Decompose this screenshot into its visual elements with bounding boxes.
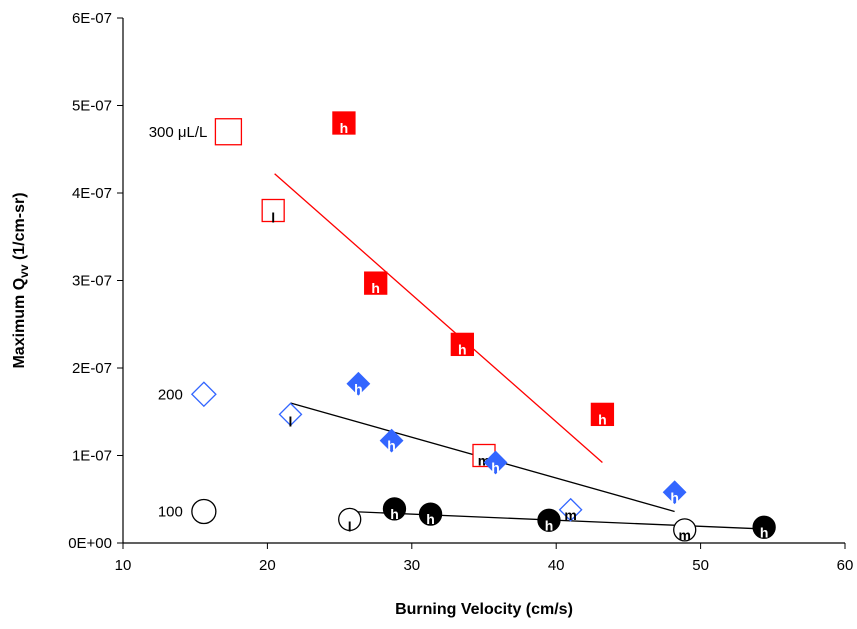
x-tick-label: 30 [403,557,420,574]
legend-marker-300 [214,118,243,146]
point-200-m [558,497,583,522]
point-200-l [278,402,303,427]
point-letter: h [426,511,435,527]
point-100-h [537,508,561,532]
point-letter: h [545,517,554,533]
point-100-h [382,497,407,521]
x-tick-label: 40 [548,557,565,574]
point-200-h [662,480,687,505]
legend-marker-100 [191,498,217,525]
fit-lines [274,173,765,530]
point-100-l [338,507,362,532]
point-300-l [261,198,285,223]
y-tick-label: 6E-07 [72,10,112,27]
point-200-h [483,450,508,475]
point-letter: h [371,280,380,296]
point-300-h [364,271,388,295]
axes: 0E+00 1E-07 2E-07 3E-07 4E-07 5E-07 6E-07 10 20 3… [68,10,853,574]
x-tick-label: 60 [837,557,854,574]
legend-marker-200 [190,381,217,408]
y-axis-title-unit: (1/cm-sr) [11,192,28,264]
y-tick-label: 3E-07 [72,273,112,290]
point-letter: h [458,341,467,357]
point-100-h [418,502,443,526]
y-tick-label: 0E+00 [68,535,112,552]
point-100-m [673,518,697,542]
point-letter: l [289,413,293,429]
x-tick-label: 20 [259,557,276,574]
y-tick-label: 1E-07 [72,448,112,465]
x-tick-label: 50 [692,557,709,574]
point-200-h [379,428,404,453]
point-letter: m [678,527,690,543]
point-300-h [590,402,615,427]
series-label-200: 200 [158,386,183,403]
point-letter: m [564,507,576,523]
y-axis-title-subscript: vv [17,264,31,278]
y-tick-label: 2E-07 [72,360,112,377]
fit-line-300 [274,173,603,463]
y-axis-title: Maximum Qvv (1/cm-sr) [11,192,31,368]
point-300-h [332,111,356,135]
point-letter: h [354,381,363,397]
point-200-h [346,371,371,396]
y-tick-label: 4E-07 [72,185,112,202]
point-letter: h [760,524,769,540]
point-letter: h [598,411,607,427]
point-letter: h [340,120,349,136]
point-letter: l [271,210,275,226]
point-letter: l [348,518,352,534]
series-label-300: 300 μL/L [149,124,208,141]
point-letter: h [387,438,396,454]
y-axis-title-main: Maximum Q [11,278,28,369]
point-300-h [450,332,474,357]
y-tick-label: 5E-07 [72,98,112,115]
point-letter: h [670,489,679,505]
x-axis-title: Burning Velocity (cm/s) [395,601,573,618]
point-letter: h [390,506,399,522]
series-labels: 300 μL/L 200 100 [149,118,243,525]
point-letter: h [491,460,500,476]
series-label-100: 100 [158,504,183,521]
x-tick-label: 10 [115,557,132,574]
point-100-h [752,515,776,539]
